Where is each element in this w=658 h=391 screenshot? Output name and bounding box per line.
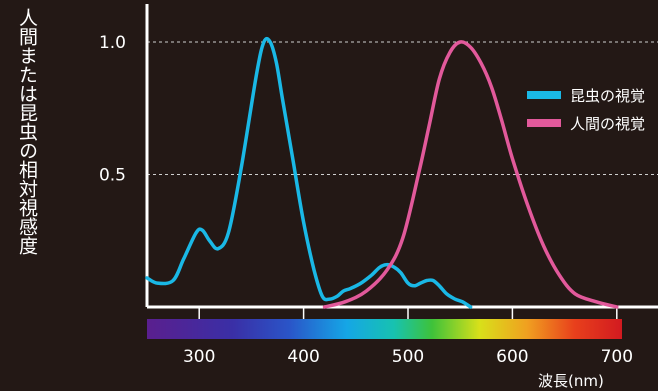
x-tick-label: 300 xyxy=(183,347,215,367)
x-tick-label: 400 xyxy=(287,347,319,367)
y-tick-label: 0.5 xyxy=(99,166,126,186)
x-tick-label: 700 xyxy=(601,347,633,367)
x-tick-label: 500 xyxy=(392,347,424,367)
legend-swatch xyxy=(527,91,561,99)
series-line-human xyxy=(322,40,619,309)
series-line-insect xyxy=(145,36,473,309)
legend-label: 昆虫の視覚 xyxy=(570,87,645,105)
legend-label: 人間の視覚 xyxy=(570,115,645,133)
x-axis-label: 波長(nm) xyxy=(538,372,604,390)
y-axis-label: 人間または昆虫の相対視感度 xyxy=(16,8,38,255)
y-tick-label: 1.0 xyxy=(99,33,126,53)
spectrum-bar xyxy=(147,319,622,339)
x-tick-label: 600 xyxy=(496,347,528,367)
legend-swatch xyxy=(527,119,561,127)
